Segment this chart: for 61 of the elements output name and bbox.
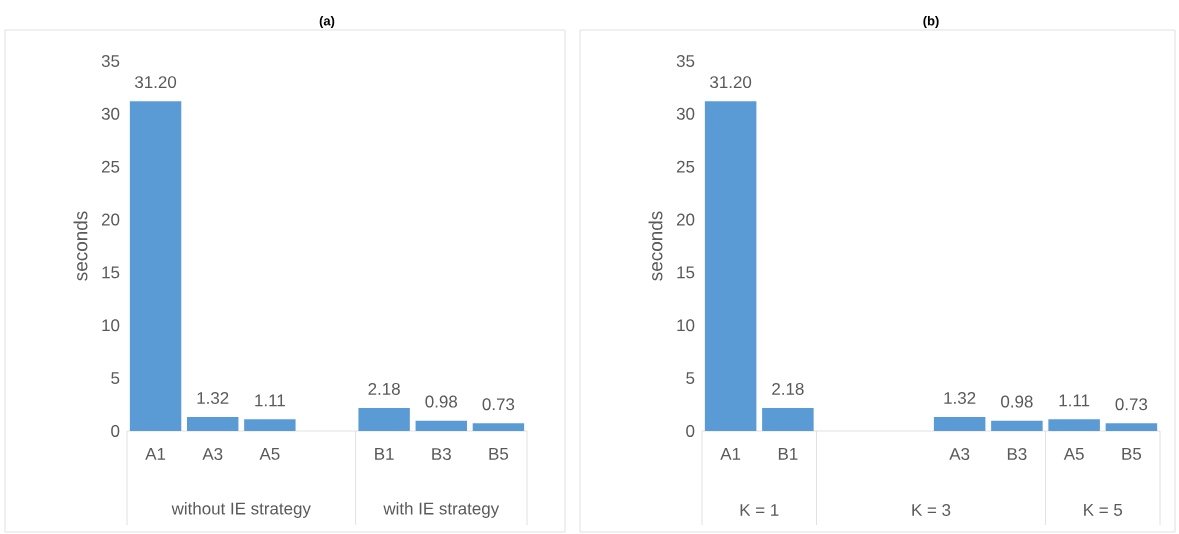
data-label: 0.98 <box>425 395 458 408</box>
y-tick-label: 25 <box>676 160 695 173</box>
bar <box>187 417 239 431</box>
y-tick-label: 25 <box>101 160 120 173</box>
text: without IE strategy <box>171 502 311 518</box>
data-label: 2.18 <box>772 382 804 395</box>
data-label: 1.11 <box>255 394 285 407</box>
text: K = 3 <box>912 504 951 516</box>
x-tick-label: B1 <box>375 448 394 460</box>
bar <box>762 407 814 431</box>
bar <box>1048 419 1100 431</box>
x-tick-label: A5 <box>1063 448 1084 460</box>
y-tick-label: 20 <box>101 213 120 226</box>
x-tick-label: B3 <box>1007 448 1027 461</box>
x-tick-label: B1 <box>778 448 798 460</box>
chart-title: (a) <box>319 15 335 28</box>
y-tick-label: 35 <box>101 55 120 67</box>
bar <box>933 417 986 431</box>
text: K = 5 <box>1084 504 1123 516</box>
bar <box>129 101 182 431</box>
x-tick-label: A3 <box>202 448 223 461</box>
bar <box>991 420 1043 431</box>
y-tick-label: 0 <box>686 425 695 437</box>
x-tick-label: A3 <box>949 448 970 461</box>
bar <box>704 101 757 431</box>
y-tick-label: 5 <box>686 372 695 385</box>
text: K = 1 <box>740 504 779 516</box>
chart-title: (b) <box>923 15 939 28</box>
data-label: 2.18 <box>368 382 400 395</box>
x-tick-label: B5 <box>489 448 509 460</box>
x-tick-label: B3 <box>432 448 451 461</box>
x-tick-label: B5 <box>1122 448 1142 460</box>
y-tick-label: 5 <box>111 372 120 385</box>
bar <box>1105 423 1158 431</box>
y-tick-label: 30 <box>101 107 120 120</box>
data-label: 0.98 <box>1001 395 1033 408</box>
data-label: 1.32 <box>944 392 976 404</box>
x-tick-label: A1 <box>145 448 166 460</box>
bar <box>244 419 296 431</box>
data-label: 0.73 <box>482 398 515 411</box>
data-label: 0.73 <box>1115 398 1148 411</box>
y-tick-label: 20 <box>676 213 695 226</box>
bar <box>472 423 525 431</box>
y-tick-label: 15 <box>102 266 120 279</box>
x-tick-label: A1 <box>720 448 741 460</box>
x-tick-label: A5 <box>259 448 280 460</box>
y-tick-label: 35 <box>676 55 695 67</box>
bar <box>358 407 410 431</box>
text: with IE strategy <box>383 502 500 518</box>
data-label: 1.11 <box>1059 394 1090 407</box>
data-label: 31.20 <box>710 76 752 89</box>
y-tick-label: 15 <box>677 266 695 279</box>
y-tick-label: 0 <box>111 425 120 437</box>
data-label: 31.20 <box>135 76 177 89</box>
y-tick-label: 10 <box>677 319 695 332</box>
data-label: 1.32 <box>197 392 229 404</box>
y-axis-title: seconds <box>648 211 663 281</box>
y-axis-title: seconds <box>73 211 88 281</box>
y-tick-label: 30 <box>676 107 695 120</box>
bar <box>415 420 467 431</box>
y-tick-label: 10 <box>102 319 120 332</box>
